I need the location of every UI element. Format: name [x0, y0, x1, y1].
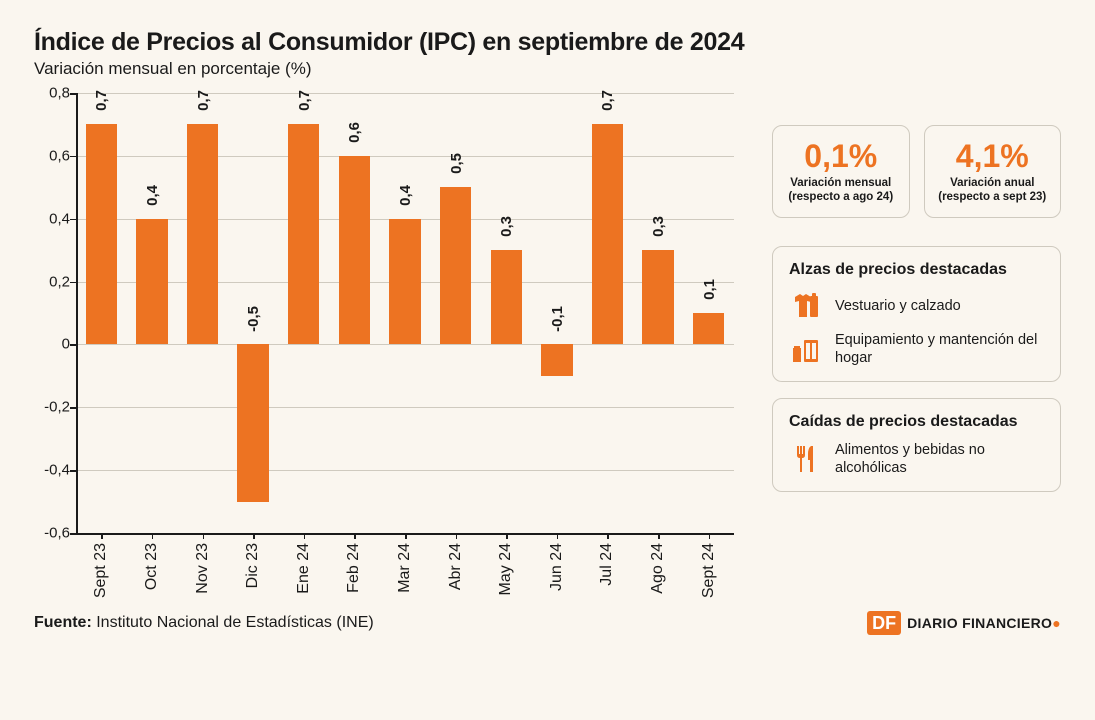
bar-value-label: 0,5	[448, 153, 465, 174]
bar-value-label: 0,1	[701, 279, 718, 300]
kpi-value: 4,1%	[933, 140, 1053, 172]
y-axis-label: 0,2	[34, 273, 70, 290]
x-axis-label: Dic 23	[244, 543, 262, 588]
x-axis-label: Sept 23	[92, 543, 110, 598]
bar-value-label: 0,7	[195, 90, 212, 111]
bar	[187, 124, 218, 344]
bar-value-label: 0,4	[397, 185, 414, 206]
panel-price-increases: Alzas de precios destacadas Vestuario y …	[772, 246, 1061, 382]
bar	[642, 250, 673, 344]
bar	[541, 344, 572, 375]
chart-title: Índice de Precios al Consumidor (IPC) en…	[34, 28, 1061, 57]
bar	[693, 313, 724, 344]
panel-item: Alimentos y bebidas no alcohólicas	[789, 441, 1044, 477]
y-axis-label: -0,2	[34, 399, 70, 416]
x-axis-label: Jul 24	[598, 543, 616, 586]
y-axis-label: 0,4	[34, 210, 70, 227]
y-axis-label: -0,6	[34, 525, 70, 542]
bar-value-label: 0,6	[346, 122, 363, 143]
x-axis-label: Mar 24	[396, 543, 414, 593]
bar-value-label: -0,1	[549, 306, 566, 332]
y-axis-label: 0,6	[34, 147, 70, 164]
brand-name: DIARIO FINANCIERO●	[907, 615, 1061, 631]
y-axis-label: 0,8	[34, 85, 70, 102]
y-axis-label: -0,4	[34, 462, 70, 479]
bar-value-label: 0,3	[650, 216, 667, 237]
panel-price-decreases: Caídas de precios destacadas Alimentos y…	[772, 398, 1061, 492]
x-axis-label: Oct 23	[143, 543, 161, 590]
bar	[136, 219, 167, 345]
panel-item: Equipamiento y mantención del hogar	[789, 331, 1044, 367]
x-axis-label: Nov 23	[194, 543, 212, 594]
panel-item: Vestuario y calzado	[789, 289, 1044, 323]
x-axis-label: Jun 24	[548, 543, 566, 591]
grid-line	[76, 344, 734, 345]
bar	[86, 124, 117, 344]
bar-value-label: 0,7	[93, 90, 110, 111]
panel-item-text: Vestuario y calzado	[835, 297, 961, 315]
bar-value-label: 0,4	[144, 185, 161, 206]
grid-line	[76, 407, 734, 408]
x-axis-label: May 24	[497, 543, 515, 595]
panel-item-text: Alimentos y bebidas no alcohólicas	[835, 441, 1044, 477]
panel-title: Alzas de precios destacadas	[789, 261, 1044, 279]
bar	[288, 124, 319, 344]
bar-value-label: 0,7	[296, 90, 313, 111]
bar-value-label: -0,5	[245, 306, 262, 332]
home-icon	[789, 332, 823, 366]
bar	[237, 344, 268, 501]
x-axis-label: Abr 24	[447, 543, 465, 590]
bar	[592, 124, 623, 344]
bar-value-label: 0,3	[498, 216, 515, 237]
bar	[440, 187, 471, 344]
chart-subtitle: Variación mensual en porcentaje (%)	[34, 59, 1061, 79]
kpi-value: 0,1%	[781, 140, 901, 172]
bar-value-label: 0,7	[599, 90, 616, 111]
source-text: Fuente: Instituto Nacional de Estadístic…	[34, 614, 374, 632]
y-axis-label: 0	[34, 336, 70, 353]
x-axis-label: Feb 24	[345, 543, 363, 593]
x-axis-label: Sept 24	[700, 543, 718, 598]
brand-logo: DF DIARIO FINANCIERO●	[867, 611, 1061, 635]
x-axis-label: Ene 24	[295, 543, 313, 594]
bar	[339, 156, 370, 345]
side-panel: 0,1% Variación mensual(respecto a ago 24…	[772, 93, 1061, 593]
food-icon	[789, 442, 823, 476]
bar	[491, 250, 522, 344]
bar	[389, 219, 420, 345]
footer: Fuente: Instituto Nacional de Estadístic…	[34, 611, 1061, 635]
grid-line	[76, 93, 734, 94]
panel-title: Caídas de precios destacadas	[789, 413, 1044, 431]
grid-line	[76, 156, 734, 157]
kpi-label: Variación mensual(respecto a ago 24)	[781, 176, 901, 205]
kpi-row: 0,1% Variación mensual(respecto a ago 24…	[772, 125, 1061, 218]
kpi-monthly: 0,1% Variación mensual(respecto a ago 24…	[772, 125, 910, 218]
kpi-annual: 4,1% Variación anual(respecto a sept 23)	[924, 125, 1062, 218]
brand-abbr: DF	[867, 611, 901, 635]
kpi-label: Variación anual(respecto a sept 23)	[933, 176, 1053, 205]
grid-line	[76, 470, 734, 471]
clothing-icon	[789, 289, 823, 323]
panel-item-text: Equipamiento y mantención del hogar	[835, 331, 1044, 367]
x-axis-label: Ago 24	[649, 543, 667, 594]
chart-area: -0,6-0,4-0,200,20,40,60,80,7Sept 230,4Oc…	[34, 93, 734, 593]
main-row: -0,6-0,4-0,200,20,40,60,80,7Sept 230,4Oc…	[34, 93, 1061, 593]
